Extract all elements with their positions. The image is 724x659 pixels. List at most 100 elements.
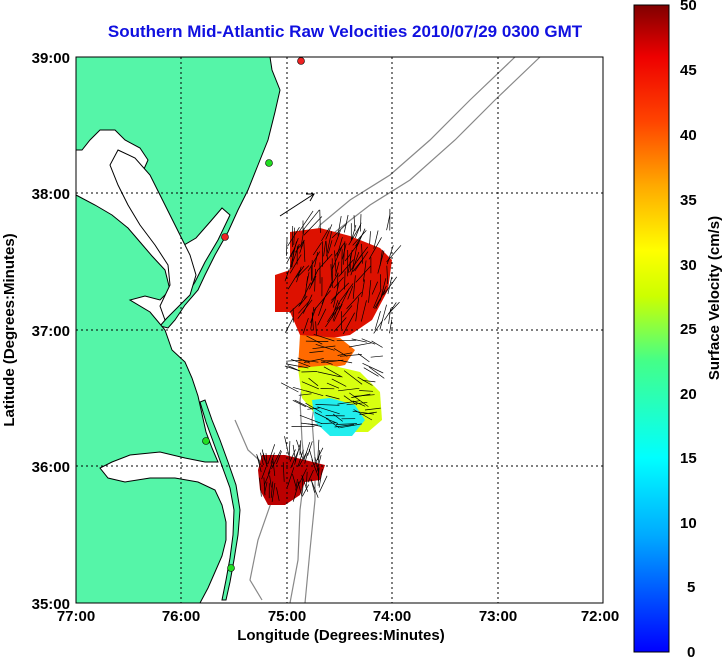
- velocity-vector: [344, 271, 346, 290]
- velocity-vector: [353, 215, 356, 231]
- velocity-vector: [296, 439, 304, 460]
- velocity-vector: [308, 377, 319, 387]
- velocity-vector: [337, 283, 354, 305]
- velocity-vector: [310, 270, 319, 285]
- velocity-vector: [336, 237, 343, 257]
- y-axis-label: Latitude (Degrees:Minutes): [1, 233, 18, 426]
- velocity-vector: [317, 308, 327, 326]
- velocity-vector: [352, 275, 356, 299]
- x-tick-label: 75:00: [268, 608, 306, 625]
- velocity-vector: [304, 276, 309, 300]
- velocity-vector: [298, 468, 307, 484]
- velocity-vector: [301, 484, 310, 497]
- station-marker: [227, 564, 235, 572]
- velocity-vector: [288, 441, 291, 461]
- velocity-vector: [342, 312, 356, 335]
- velocity-vector: [286, 249, 294, 263]
- velocity-vector: [327, 240, 333, 254]
- velocity-vector: [317, 467, 320, 481]
- velocity-vector: [307, 469, 314, 483]
- velocity-vector: [289, 302, 301, 313]
- x-tick-label: 76:00: [162, 608, 200, 625]
- velocity-vector: [308, 448, 314, 462]
- velocity-vector: [290, 243, 300, 269]
- velocity-vector: [323, 241, 327, 257]
- velocity-vector: [310, 307, 317, 323]
- velocity-vector: [301, 474, 309, 492]
- velocity-vector: [287, 467, 295, 488]
- velocity-vector: [327, 302, 340, 322]
- colorbar-tick-label: 20: [680, 386, 697, 403]
- velocity-vector: [297, 449, 304, 468]
- velocity-vector: [318, 475, 328, 493]
- velocity-vector: [387, 276, 393, 295]
- velocity-vector: [379, 304, 387, 330]
- velocity-vector: [263, 471, 271, 486]
- velocity-vector: [270, 452, 275, 464]
- velocity-vector: [349, 342, 372, 348]
- velocity-vector: [338, 387, 360, 392]
- velocity-vector: [383, 276, 398, 296]
- velocity-vector: [270, 481, 274, 498]
- velocity-vector: [299, 440, 302, 456]
- velocity-vector: [362, 379, 376, 383]
- velocity-vector: [352, 260, 363, 272]
- colorbar-tick-label: 50: [680, 0, 697, 14]
- velocity-vector: [298, 300, 310, 314]
- velocity-vector: [338, 259, 354, 277]
- velocity-vector: [286, 359, 305, 362]
- velocity-vector: [303, 240, 306, 262]
- velocity-vector: [329, 273, 339, 288]
- velocity-vector: [284, 268, 290, 282]
- velocity-vector: [307, 251, 321, 272]
- velocity-vector: [262, 452, 268, 467]
- velocity-vector: [371, 281, 379, 295]
- velocity-vector: [346, 401, 368, 406]
- colorbar-tick-label: 45: [680, 62, 697, 79]
- x-tick-label: 72:00: [581, 608, 619, 625]
- velocity-vector: [292, 386, 311, 393]
- velocity-vector: [331, 246, 343, 270]
- velocity-vector: [337, 352, 352, 356]
- velocity-vector: [314, 252, 319, 268]
- velocity-vector: [325, 418, 339, 424]
- velocity-vector: [344, 242, 360, 262]
- velocity-vector: [338, 288, 350, 310]
- velocity-vector: [256, 454, 261, 465]
- velocity-vector: [358, 353, 370, 363]
- velocity-vector: [295, 478, 298, 491]
- velocity-vector: [319, 209, 321, 233]
- velocity-vector: [317, 406, 340, 415]
- velocity-vector: [304, 452, 308, 464]
- colorbar-tick-label: 5: [687, 579, 695, 596]
- velocity-vector: [299, 210, 314, 232]
- velocity-vector: [308, 276, 317, 290]
- velocity-vector: [350, 251, 360, 276]
- velocity-vector: [265, 453, 268, 465]
- velocity-vector: [389, 319, 393, 334]
- outer-banks: [199, 399, 241, 601]
- velocity-vector: [325, 305, 341, 328]
- colorbar-tick-label: 40: [680, 127, 697, 144]
- velocity-vector: [310, 479, 319, 498]
- velocity-vector: [298, 282, 311, 307]
- velocity-vector: [259, 477, 262, 497]
- velocity-vector: [287, 365, 300, 371]
- velocity-vector: [298, 393, 312, 396]
- velocity-vector: [334, 242, 345, 257]
- velocity-vector: [342, 243, 347, 260]
- x-axis-ticks: 77:00 76:00 75:00 74:00 73:00 72:00: [57, 608, 619, 625]
- velocity-vector: [386, 245, 394, 265]
- velocity-vector: [331, 223, 348, 239]
- velocity-vector: [292, 481, 300, 502]
- velocity-vector: [276, 487, 280, 501]
- velocity-vector: [357, 376, 373, 386]
- velocity-vector: [360, 214, 362, 232]
- velocity-vector: [303, 442, 311, 461]
- velocity-vector: [355, 297, 360, 322]
- velocity-vector: [331, 282, 350, 301]
- chart-title: Southern Mid-Atlantic Raw Velocities 201…: [107, 22, 583, 41]
- velocity-vector: [331, 378, 347, 387]
- colorbar-tick-label: 35: [680, 192, 697, 209]
- velocity-vector: [297, 265, 310, 277]
